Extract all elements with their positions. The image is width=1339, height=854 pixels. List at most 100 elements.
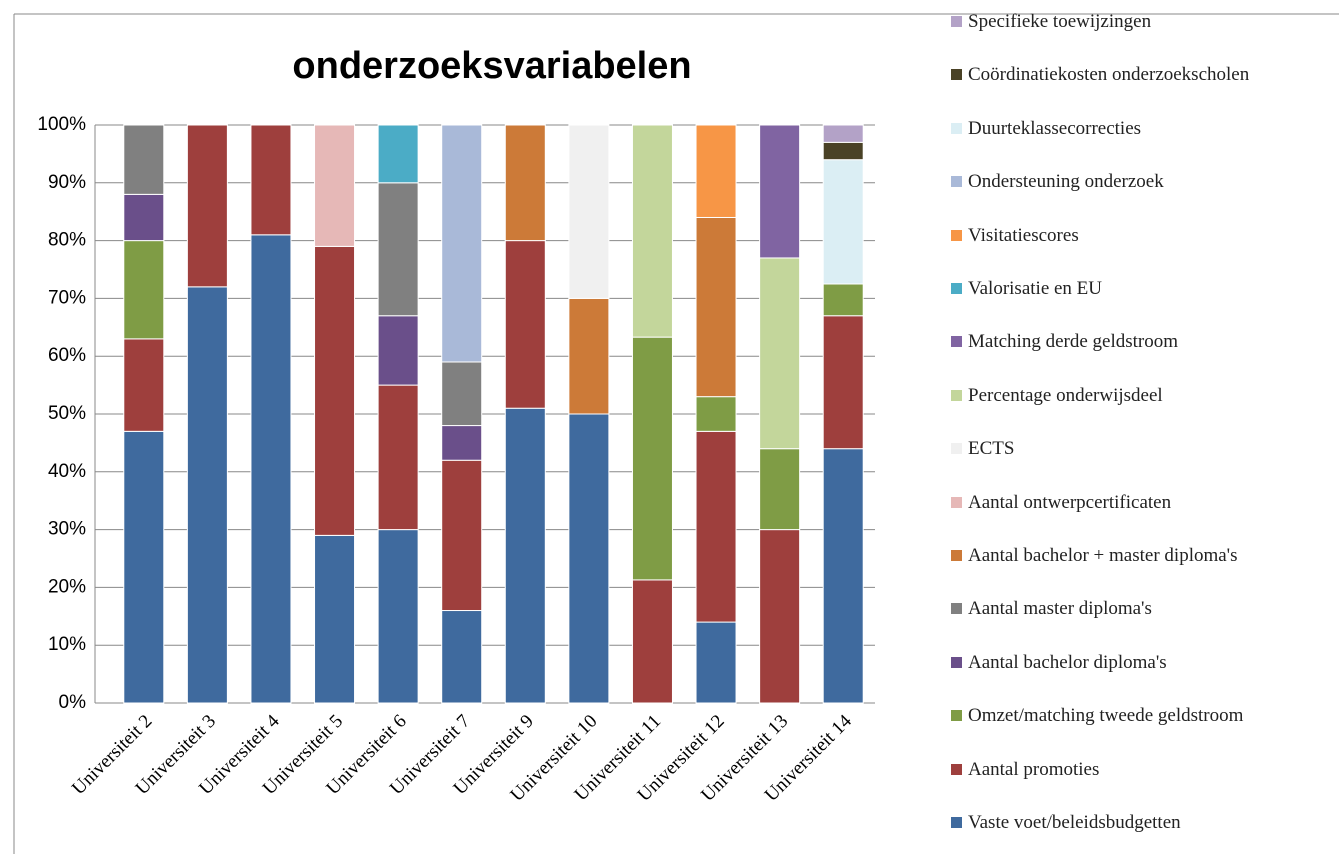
bar-segment [822, 124, 864, 143]
y-tick-label: 80% [48, 230, 86, 251]
legend-label: Valorisatie en EU [968, 278, 1103, 299]
legend-swatch [951, 656, 962, 668]
legend-swatch [951, 496, 962, 508]
legend-swatch [951, 603, 962, 615]
y-tick-label: 30% [48, 519, 86, 540]
chart-title: onderzoeksvariabelen [292, 45, 691, 87]
legend-item: Aantal bachelor + master diploma's [951, 546, 1281, 565]
legend-label: Ondersteuning onderzoek [968, 171, 1164, 193]
bar-segment [377, 124, 419, 184]
legend-label: ECTS [968, 438, 1015, 460]
legend-label: Aantal bachelor diploma's [968, 651, 1167, 673]
legend-label: Coördinatiekosten onderzoekscholen [968, 64, 1250, 86]
bar-segment [695, 396, 737, 432]
legend-swatch [951, 16, 962, 27]
legend-label: Percentage onderwijsdeel [968, 384, 1163, 406]
bar-segment [568, 413, 610, 704]
bar-segment [822, 448, 864, 704]
legend-item: ECTS [951, 439, 1281, 458]
legend-swatch [951, 710, 962, 722]
bar-segment [314, 124, 356, 247]
bar-segment [695, 621, 737, 704]
legend-item: Valorisatie en EU [951, 279, 1281, 298]
legend-item: Specifieke toewijzingen [951, 12, 1281, 31]
bar-segment [631, 579, 673, 704]
bar-segment [759, 124, 801, 259]
bar-segment [759, 257, 801, 450]
bar-segment [695, 430, 737, 623]
bar-segment [504, 240, 546, 409]
legend-label: Visitatiescores [968, 224, 1079, 246]
y-tick-label: 90% [48, 172, 86, 193]
legend-item: Aantal ontwerpcertificaten [951, 493, 1281, 512]
legend-swatch [951, 443, 962, 455]
bar-segment [504, 124, 546, 242]
legend-item: Coördinatiekosten onderzoekscholen [951, 65, 1281, 84]
bar-segment [377, 315, 419, 386]
legend-label: Aantal promoties [968, 758, 1100, 780]
legend-swatch [951, 763, 962, 775]
y-tick-label: 0% [59, 692, 87, 713]
legend-label: Omzet/matching tweede geldstroom [968, 705, 1244, 727]
bar-segment [631, 124, 673, 338]
bar-segment [504, 407, 546, 704]
y-tick-label: 60% [48, 345, 86, 366]
y-tick-label: 10% [48, 634, 86, 655]
legend-swatch [951, 389, 962, 401]
bar-segment [377, 529, 419, 704]
legend-item: Aantal master diploma's [951, 599, 1281, 618]
legend-item: Percentage onderwijsdeel [951, 386, 1281, 405]
bar-segment [314, 534, 356, 704]
bar-segment [822, 159, 864, 285]
legend-swatch [951, 817, 962, 828]
y-tick-label: 70% [48, 287, 86, 308]
bar-segment [631, 336, 673, 581]
legend-label: Vaste voet/beleidsbudgetten [968, 812, 1181, 833]
bar-segment [441, 459, 483, 612]
legend-swatch [951, 283, 962, 294]
bar-segment [314, 245, 356, 536]
bar-segment [123, 240, 165, 340]
bar-segment [441, 124, 483, 363]
bar-segment [695, 216, 737, 398]
bar-segment [250, 124, 292, 236]
bar-segment [568, 297, 610, 415]
legend-label: Duurteklassecorrecties [968, 117, 1142, 139]
bar-segment [123, 193, 165, 242]
legend-swatch [951, 336, 962, 348]
legend-label: Aantal ontwerpcertificaten [968, 491, 1172, 513]
legend-swatch [951, 550, 962, 561]
legend-swatch [951, 122, 962, 134]
bar-segment [822, 283, 864, 317]
y-tick-label: 100% [37, 114, 86, 135]
bar-segment [377, 182, 419, 317]
bar-segment [250, 234, 292, 704]
y-tick-label: 50% [48, 403, 86, 424]
legend-item: Visitatiescores [951, 226, 1281, 245]
legend-label: Aantal bachelor + master diploma's [968, 545, 1238, 566]
bar-segment [123, 124, 165, 195]
bar-segment [186, 286, 228, 704]
legend-item: Vaste voet/beleidsbudgetten [951, 813, 1281, 832]
legend-item: Matching derde geldstroom [951, 332, 1281, 351]
bar-segment [822, 315, 864, 450]
legend-item: Duurteklassecorrecties [951, 119, 1281, 138]
y-tick-label: 40% [48, 461, 86, 482]
bar-segment [822, 141, 864, 161]
legend-item: Omzet/matching tweede geldstroom [951, 706, 1281, 725]
bar-segment [186, 124, 228, 288]
legend-item: Aantal promoties [951, 760, 1281, 779]
legend-swatch [951, 176, 962, 188]
legend-item: Aantal bachelor diploma's [951, 653, 1281, 672]
bar-segment [377, 384, 419, 531]
y-tick-label: 20% [48, 576, 86, 597]
bar-segment [441, 610, 483, 704]
bar-segment [123, 338, 165, 432]
bar-segment [695, 124, 737, 218]
bar-segment [441, 361, 483, 427]
legend-label: Aantal master diploma's [968, 598, 1152, 620]
bar-segment [759, 448, 801, 531]
bar-segment [759, 529, 801, 704]
